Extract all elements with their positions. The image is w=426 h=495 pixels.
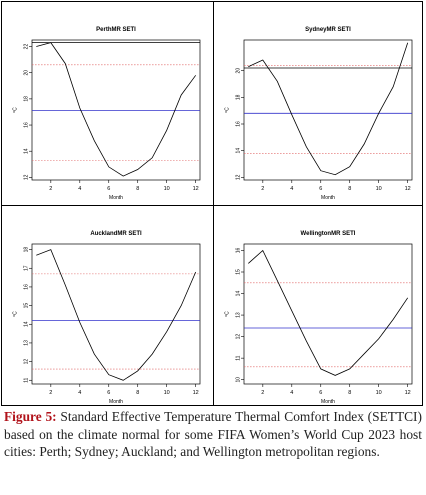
y-tick-label: 11 bbox=[23, 377, 29, 382]
x-tick-label: 8 bbox=[136, 186, 139, 192]
y-tick-label: 16 bbox=[235, 247, 241, 253]
chart-title: WellingtonMR SETI bbox=[301, 231, 356, 237]
x-tick-label: 4 bbox=[78, 186, 81, 192]
chart-panel-wellington: WellingtonMR SETI 2 4 6 8 10 12 10 11 12 13 14 15 16 M… bbox=[214, 206, 424, 407]
y-tick-label: 16 bbox=[23, 284, 29, 290]
chart-perth: PerthMR SETI 2 4 6 8 10 12 12 14 16 18 20 22 Month ºC bbox=[12, 27, 201, 201]
chart-auckland: AucklandMR SETI 2 4 6 8 10 12 11 12 13 14 15 16 17 18 M… bbox=[12, 231, 201, 405]
x-axis-label: Month bbox=[109, 399, 123, 405]
y-tick-label: 10 bbox=[235, 377, 241, 383]
y-tick-label: 14 bbox=[235, 148, 241, 154]
x-tick-label: 2 bbox=[49, 186, 52, 192]
x-tick-label: 6 bbox=[319, 186, 322, 192]
y-axis-label: ºC bbox=[12, 311, 18, 317]
x-tick-label: 12 bbox=[405, 186, 411, 192]
y-tick-label: 16 bbox=[23, 122, 29, 128]
x-tick-label: 4 bbox=[290, 390, 293, 396]
x-tick-label: 6 bbox=[107, 390, 110, 396]
x-tick-label: 10 bbox=[376, 390, 382, 396]
caption-text: Standard Effective Temperature Thermal C… bbox=[4, 409, 422, 459]
plot-frame bbox=[243, 39, 413, 181]
series-line bbox=[248, 42, 409, 176]
series-line bbox=[36, 42, 197, 177]
chart-panel-perth: PerthMR SETI 2 4 6 8 10 12 12 14 16 18 20 22 Month ºC bbox=[2, 2, 212, 203]
y-tick-label: 13 bbox=[23, 340, 29, 346]
y-tick-label: 11 bbox=[235, 355, 241, 360]
x-tick-label: 12 bbox=[405, 390, 411, 396]
x-tick-label: 2 bbox=[261, 186, 264, 192]
y-axis-label: ºC bbox=[224, 311, 230, 317]
y-tick-label: 15 bbox=[23, 303, 29, 309]
x-tick-label: 12 bbox=[193, 390, 199, 396]
chart-title: AucklandMR SETI bbox=[90, 231, 142, 237]
chart-title: SydneyMR SETI bbox=[305, 27, 351, 33]
panel-divider-horizontal bbox=[2, 205, 422, 206]
y-tick-label: 12 bbox=[235, 174, 241, 180]
chart-wellington: WellingtonMR SETI 2 4 6 8 10 12 10 11 12 13 14 15 16 M… bbox=[224, 231, 413, 405]
y-axis-label: ºC bbox=[12, 107, 18, 113]
y-tick-label: 12 bbox=[23, 174, 29, 180]
y-tick-label: 18 bbox=[23, 96, 29, 102]
y-tick-label: 20 bbox=[235, 68, 241, 74]
x-tick-label: 12 bbox=[193, 186, 199, 192]
x-tick-label: 6 bbox=[107, 186, 110, 192]
chart-panel-auckland: AucklandMR SETI 2 4 6 8 10 12 11 12 13 14 15 16 17 18 M… bbox=[2, 206, 212, 407]
y-tick-label: 18 bbox=[235, 94, 241, 100]
plot-frame bbox=[31, 243, 201, 385]
y-tick-label: 12 bbox=[235, 334, 241, 340]
y-tick-label: 14 bbox=[235, 291, 241, 297]
x-tick-label: 10 bbox=[164, 390, 170, 396]
panel-divider-vertical bbox=[213, 2, 214, 405]
figure-grid: PerthMR SETI 2 4 6 8 10 12 12 14 16 18 20 22 Month ºC … bbox=[1, 1, 423, 406]
series-line bbox=[248, 249, 409, 376]
plot-frame bbox=[243, 243, 413, 385]
y-tick-label: 22 bbox=[23, 44, 29, 50]
y-axis-label: ºC bbox=[224, 107, 230, 113]
x-tick-label: 2 bbox=[261, 390, 264, 396]
y-tick-label: 15 bbox=[235, 269, 241, 275]
y-tick-label: 14 bbox=[23, 321, 29, 327]
series-line bbox=[36, 249, 197, 381]
chart-panel-sydney: SydneyMR SETI 2 4 6 8 10 12 12 14 16 18 20 Month ºC bbox=[214, 2, 424, 203]
plot-frame bbox=[31, 39, 201, 181]
y-tick-label: 18 bbox=[23, 247, 29, 253]
x-tick-label: 8 bbox=[348, 390, 351, 396]
chart-title: PerthMR SETI bbox=[96, 27, 136, 33]
chart-sydney: SydneyMR SETI 2 4 6 8 10 12 12 14 16 18 20 Month ºC bbox=[224, 27, 413, 201]
y-tick-label: 17 bbox=[23, 265, 29, 271]
y-tick-label: 16 bbox=[235, 121, 241, 127]
x-tick-label: 2 bbox=[49, 390, 52, 396]
x-tick-label: 10 bbox=[164, 186, 170, 192]
y-tick-label: 20 bbox=[23, 70, 29, 76]
figure-caption: Figure 5: Standard Effective Temperature… bbox=[4, 408, 422, 461]
x-tick-label: 10 bbox=[376, 186, 382, 192]
y-tick-label: 13 bbox=[235, 312, 241, 318]
x-tick-label: 4 bbox=[290, 186, 293, 192]
caption-label: Figure 5: bbox=[4, 409, 57, 424]
x-axis-label: Month bbox=[109, 195, 123, 201]
x-tick-label: 8 bbox=[348, 186, 351, 192]
x-tick-label: 6 bbox=[319, 390, 322, 396]
x-axis-label: Month bbox=[321, 195, 335, 201]
x-tick-label: 8 bbox=[136, 390, 139, 396]
x-axis-label: Month bbox=[321, 399, 335, 405]
y-tick-label: 12 bbox=[23, 359, 29, 365]
y-tick-label: 14 bbox=[23, 148, 29, 154]
x-tick-label: 4 bbox=[78, 390, 81, 396]
